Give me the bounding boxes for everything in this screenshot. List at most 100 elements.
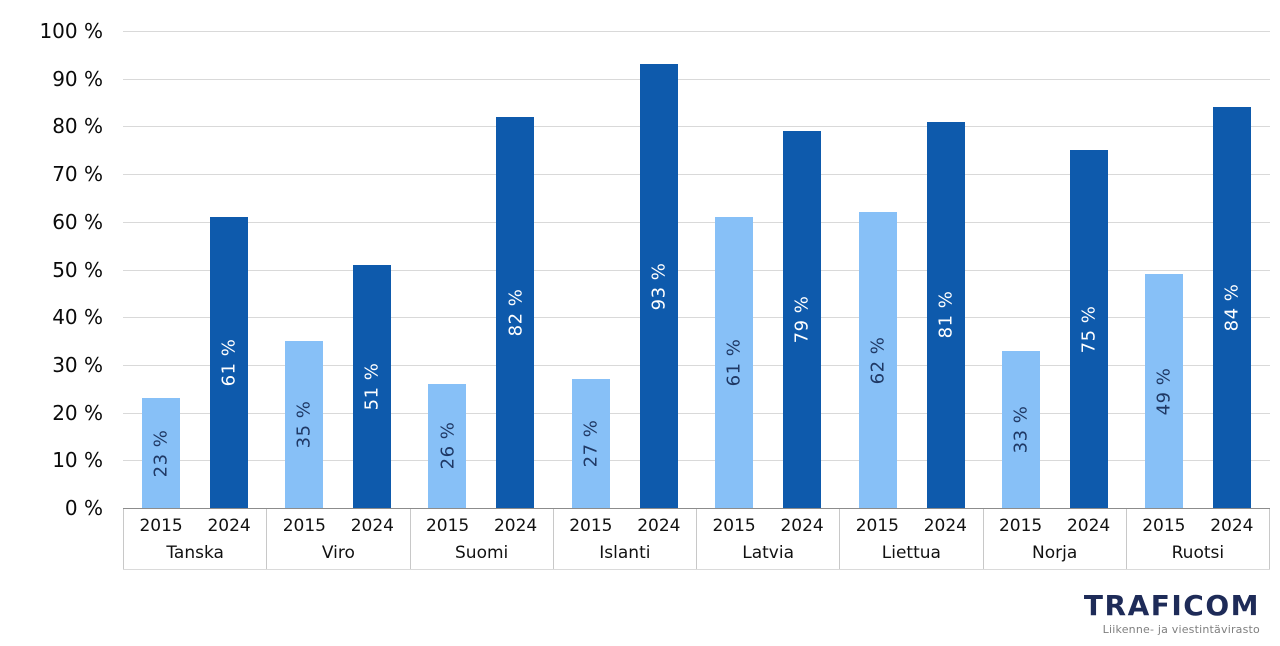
y-tick-label: 100 %	[39, 19, 103, 43]
year-row: 2015 2024	[984, 516, 1126, 536]
bar-value-label: 62 %	[867, 336, 889, 384]
bar-liettua-2024: 81 %	[926, 121, 965, 508]
year-row: 2015 2024	[840, 516, 982, 536]
bar-value-label: 75 %	[1078, 305, 1100, 353]
bar-label-wrap: 93 %	[640, 64, 678, 508]
country-label: Islanti	[599, 543, 651, 563]
gridline-70	[123, 174, 1270, 176]
gridline-30	[123, 364, 1270, 366]
y-tick-label: 30 %	[52, 352, 103, 377]
bar-group-latvia: 61 % 79 %	[697, 31, 840, 508]
bar-label-wrap: 35 %	[285, 341, 323, 508]
bar-norja-2024: 75 %	[1069, 150, 1108, 508]
bar-label-wrap: 49 %	[1145, 274, 1183, 508]
bar-norja-2015: 33 %	[1001, 350, 1040, 508]
x-axis-cell-islanti: 2015 2024 Islanti	[552, 509, 696, 569]
country-label: Latvia	[742, 543, 794, 563]
bar-label-wrap: 51 %	[353, 265, 391, 508]
bar-liettua-2015: 62 %	[858, 212, 897, 508]
year-label: 2024	[350, 516, 394, 536]
bar-islanti-2024: 93 %	[639, 64, 678, 508]
year-label: 2015	[425, 516, 470, 536]
year-label: 2024	[780, 516, 824, 536]
bar-group-viro: 35 % 51 %	[266, 31, 409, 508]
x-axis-cell-tanska: 2015 2024 Tanska	[123, 509, 266, 569]
bar-label-wrap: 23 %	[142, 398, 180, 508]
country-label: Viro	[321, 543, 355, 563]
x-axis-cell-liettua: 2015 2024 Liettua	[839, 509, 982, 569]
bar-suomi-2015: 26 %	[428, 383, 467, 508]
year-row: 2015 2024	[411, 516, 553, 536]
bar-viro-2024: 51 %	[353, 264, 392, 508]
bar-value-label: 82 %	[504, 288, 526, 337]
x-axis-cell-viro: 2015 2024 Viro	[266, 509, 409, 569]
bar-label-wrap: 82 %	[496, 117, 534, 508]
year-label: 2015	[712, 516, 756, 536]
bar-label-wrap: 27 %	[572, 379, 610, 508]
bar-value-label: 79 %	[791, 295, 813, 344]
y-tick-label: 60 %	[52, 209, 103, 234]
bar-value-label: 61 %	[723, 338, 745, 387]
bar-value-label: 33 %	[1010, 405, 1032, 454]
bar-value-label: 84 %	[1221, 283, 1243, 332]
bar-label-wrap: 79 %	[783, 131, 821, 508]
bar-value-label: 81 %	[935, 290, 957, 339]
bar-value-label: 26 %	[436, 422, 458, 470]
bar-value-label: 23 %	[150, 429, 172, 478]
bar-suomi-2024: 82 %	[496, 116, 535, 508]
x-axis-cell-suomi: 2015 2024 Suomi	[409, 509, 553, 569]
gridline-60	[123, 221, 1270, 223]
bar-group-norja: 33 % 75 %	[983, 31, 1126, 508]
y-tick-label: 40 %	[52, 305, 103, 330]
bar-tanska-2024: 61 %	[209, 217, 248, 508]
year-label: 2024	[1066, 516, 1111, 536]
traficom-logo: TRAFICOM Liikenne- ja viestintävirasto	[1083, 589, 1260, 637]
country-label: Ruotsi	[1171, 543, 1225, 563]
bar-group-liettua: 62 % 81 %	[840, 31, 983, 508]
traficom-wordmark: TRAFICOM	[1083, 589, 1260, 622]
year-label: 2015	[1142, 516, 1186, 536]
bar-label-wrap: 33 %	[1002, 351, 1040, 508]
bar-ruotsi-2015: 49 %	[1145, 274, 1184, 508]
year-row: 2015 2024	[697, 516, 839, 536]
bar-value-label: 93 %	[648, 262, 670, 311]
year-row: 2015 2024	[1127, 516, 1269, 536]
year-label: 2015	[282, 516, 326, 536]
y-tick-label: 0 %	[64, 496, 103, 520]
year-label: 2024	[1210, 516, 1254, 536]
bar-latvia-2024: 79 %	[783, 131, 822, 508]
gridline-100	[123, 31, 1270, 32]
country-label: Tanska	[166, 543, 224, 563]
bar-viro-2015: 35 %	[285, 341, 324, 508]
y-tick-label: 70 %	[52, 162, 103, 187]
gridline-40	[123, 317, 1270, 319]
gridline-20	[123, 412, 1270, 414]
bar-group-suomi: 26 % 82 %	[410, 31, 553, 508]
year-label: 2024	[493, 516, 538, 536]
x-axis: 2015 2024 Tanska 2015 2024 Viro 2015 2024 Suomi 2…	[123, 508, 1270, 570]
y-tick-label: 80 %	[52, 114, 103, 139]
x-axis-cell-ruotsi: 2015 2024 Ruotsi	[1125, 509, 1270, 569]
bar-latvia-2015: 61 %	[715, 217, 754, 508]
gridline-50	[123, 269, 1270, 271]
bar-group-tanska: 23 % 61 %	[123, 31, 266, 508]
gridline-90	[123, 78, 1270, 80]
bar-label-wrap: 61 %	[715, 217, 753, 508]
bar-label-wrap: 81 %	[927, 122, 965, 508]
y-tick-label: 10 %	[52, 448, 103, 473]
country-label: Suomi	[455, 543, 509, 563]
year-row: 2015 2024	[267, 516, 409, 536]
bar-ruotsi-2024: 84 %	[1213, 107, 1252, 508]
bar-label-wrap: 75 %	[1070, 150, 1108, 508]
country-label: Liettua	[881, 543, 941, 563]
bar-value-label: 35 %	[293, 400, 315, 449]
bar-label-wrap: 61 %	[210, 217, 248, 508]
year-label: 2015	[855, 516, 899, 536]
bar-tanska-2015: 23 %	[141, 398, 180, 508]
bar-label-wrap: 26 %	[428, 384, 466, 508]
bar-value-label: 49 %	[1153, 367, 1175, 416]
traficom-tagline: Liikenne- ja viestintävirasto	[1102, 623, 1260, 637]
bar-value-label: 61 %	[218, 338, 240, 387]
bar-value-label: 27 %	[580, 419, 602, 468]
